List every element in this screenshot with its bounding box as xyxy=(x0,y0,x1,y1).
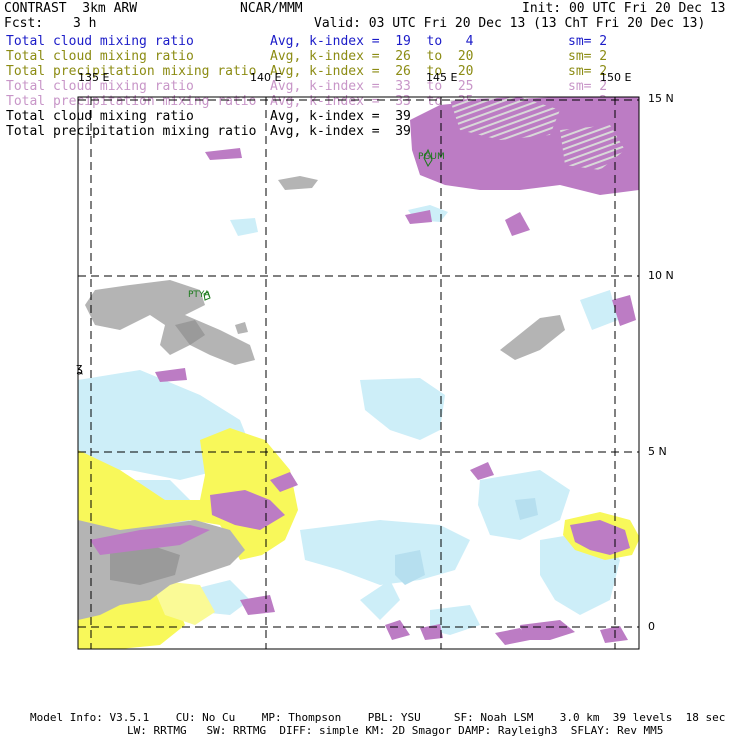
init-time: Init: 00 UTC Fri 20 Dec 13 xyxy=(522,1,726,16)
model-title: CONTRAST 3km ARW xyxy=(4,1,138,16)
field-name: Total precipitation mixing ratio xyxy=(6,64,257,79)
precip-field-purple xyxy=(90,97,639,645)
lon-label: 145 E xyxy=(426,71,458,84)
symbol-marker: ʓ xyxy=(76,361,83,375)
lon-label: 140 E xyxy=(250,71,282,84)
forecast-hours: 3 h xyxy=(73,16,97,31)
field-level-range: Avg, k-index = 33 to 25 xyxy=(270,94,474,109)
field-level-range: Avg, k-index = 26 to 20 xyxy=(270,64,474,79)
lat-lon-grid xyxy=(78,97,639,649)
field-name: Total cloud mixing ratio xyxy=(6,49,194,64)
station-label: PGUM xyxy=(418,152,445,162)
center-name: NCAR/MMM xyxy=(240,1,303,16)
field-smoothing: sm= 2 xyxy=(568,79,608,94)
field-name: Total cloud mixing ratio xyxy=(6,79,194,94)
field-level-range: Avg, k-index = 26 to 20 xyxy=(270,49,474,64)
station-label: PTYA xyxy=(188,290,210,300)
field-level-range: Avg, k-index = 33 to 25 xyxy=(270,79,474,94)
forecast-label: Fcst: xyxy=(4,16,44,31)
map-frame xyxy=(77,96,640,650)
lat-label: 15 N xyxy=(648,92,674,105)
field-name: Total cloud mixing ratio xyxy=(6,34,194,49)
valid-time: Valid: 03 UTC Fri 20 Dec 13 (13 ChT Fri … xyxy=(314,16,706,31)
field-smoothing: sm= 2 xyxy=(568,64,608,79)
field-smoothing: sm= 2 xyxy=(568,49,608,64)
lat-label: 10 N xyxy=(648,269,674,282)
coastline-guam xyxy=(423,148,433,167)
field-level-range: Avg, k-index = 19 to 4 xyxy=(270,34,474,49)
model-info-line1: Model Info: V3.5.1 CU: No Cu MP: Thompso… xyxy=(30,711,726,724)
lat-label: 0 xyxy=(648,620,655,633)
field-name: Total cloud mixing ratio xyxy=(6,109,194,124)
coastline-palau xyxy=(203,291,211,301)
lon-label: 150 E xyxy=(600,71,632,84)
field-smoothing: sm= 2 xyxy=(568,34,608,49)
lat-label: 5 N xyxy=(648,445,667,458)
model-info-line2: LW: RRTMG SW: RRTMG DIFF: simple KM: 2D … xyxy=(127,724,664,737)
lon-label: 135 E xyxy=(78,71,110,84)
